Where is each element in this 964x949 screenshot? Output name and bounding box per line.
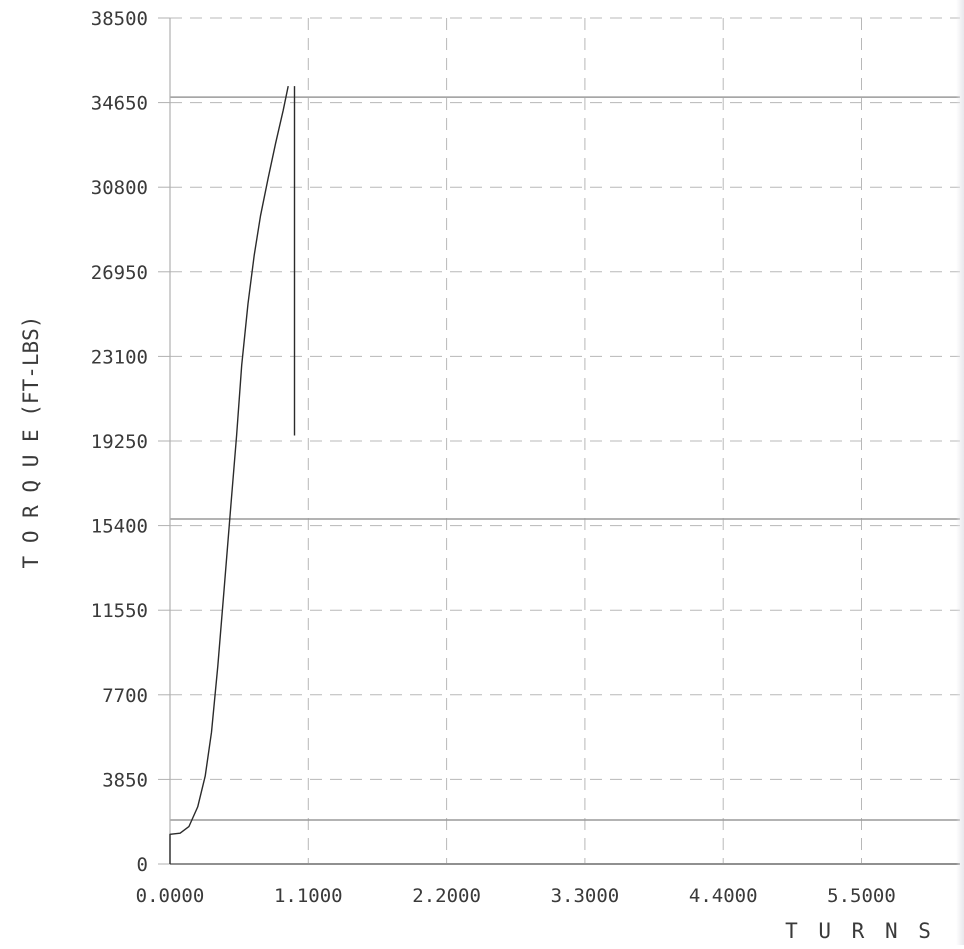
x-tick-label: 2.2000 <box>412 885 481 907</box>
tick-labels: 0 3850 7700 11550 15400 19250 23100 26950 30800 3… <box>91 8 896 907</box>
reference-lines <box>170 96 960 821</box>
y-tick-label: 38500 <box>91 8 148 30</box>
y-tick-label: 15400 <box>91 516 148 538</box>
right-edge-shadow <box>956 0 964 945</box>
axes <box>158 17 960 865</box>
y-tick-label: 3850 <box>102 769 148 791</box>
y-tick-label: 0 <box>137 854 148 876</box>
y-tick-label: 11550 <box>91 600 148 622</box>
x-tick-label: 5.5000 <box>827 885 896 907</box>
x-tick-label: 3.3000 <box>551 885 620 907</box>
series-line-1 <box>169 85 289 864</box>
y-tick-label: 7700 <box>102 685 148 707</box>
y-tick-label: 30800 <box>91 177 148 199</box>
grid-layer <box>170 17 960 864</box>
x-tick-label: 0.0000 <box>136 885 205 907</box>
y-tick-label: 23100 <box>91 346 148 368</box>
x-tick-label: 4.4000 <box>689 885 758 907</box>
x-tick-label: 1.1000 <box>274 885 343 907</box>
y-axis-title: T O R Q U E (FT-LBS) <box>19 316 43 569</box>
series-layer <box>169 85 296 864</box>
y-tick-label: 19250 <box>91 431 148 453</box>
y-tick-label: 26950 <box>91 262 148 284</box>
x-axis-title: T U R N S <box>785 919 935 943</box>
y-tick-label: 34650 <box>91 93 148 115</box>
